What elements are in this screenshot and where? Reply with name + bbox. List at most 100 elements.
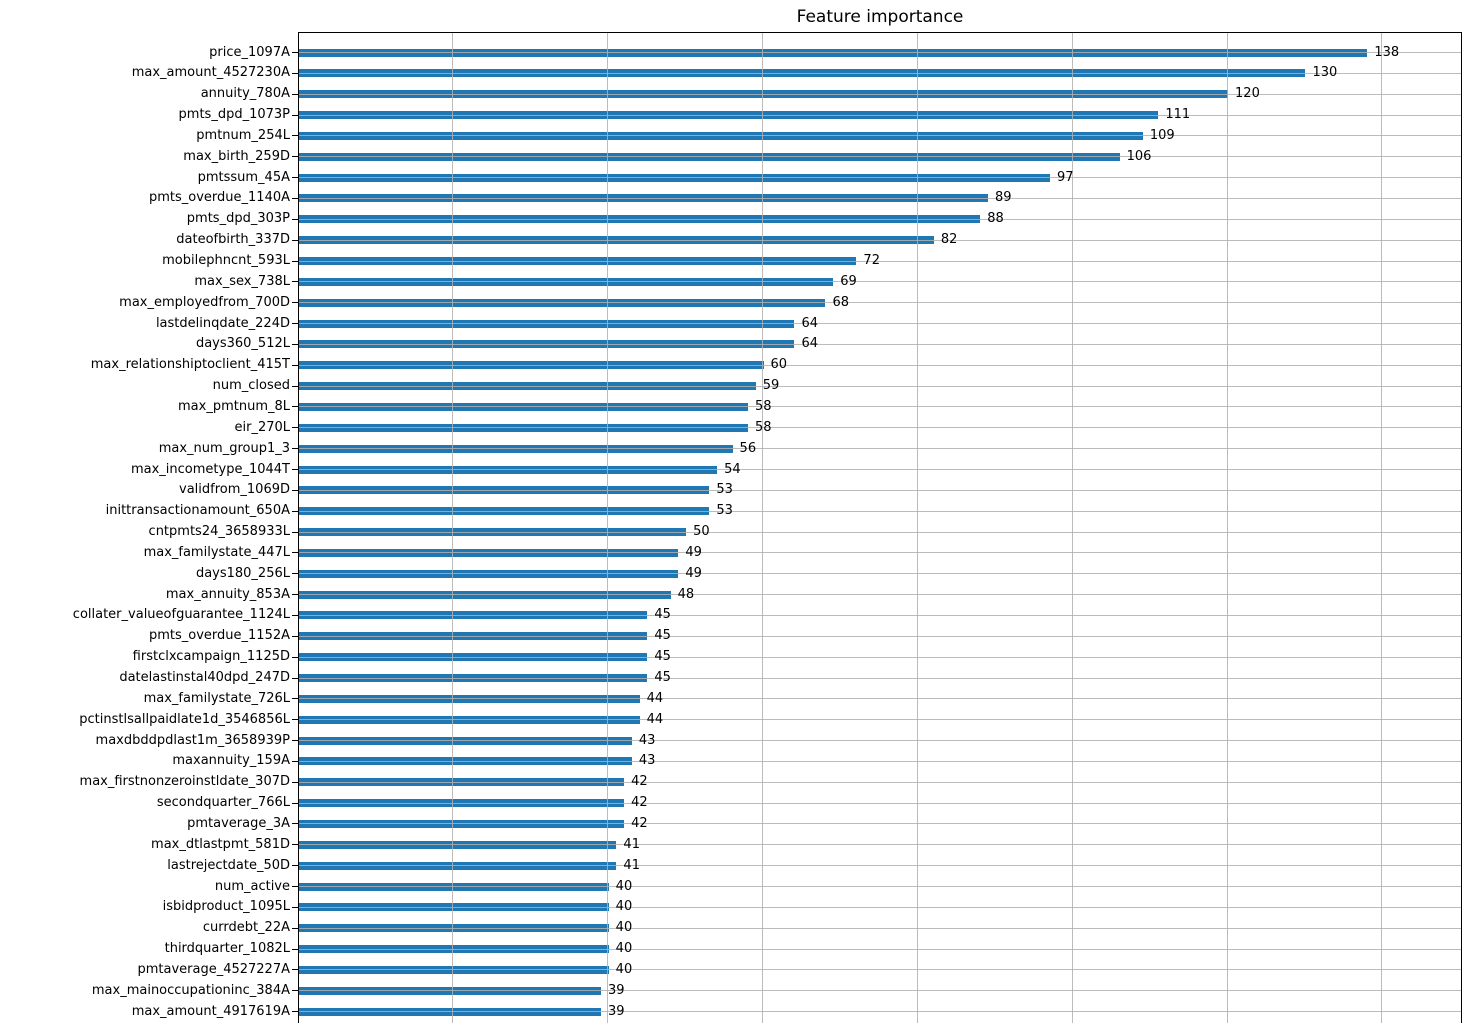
y-axis-label: max_familystate_726L: [143, 690, 290, 706]
y-axis-label: annuity_780A: [200, 86, 290, 102]
y-axis-label: lastdelinqdate_224D: [155, 315, 290, 331]
y-tick: [292, 72, 298, 74]
left-spine: [298, 32, 299, 1023]
bar-value-label: 44: [646, 690, 664, 706]
y-tick: [292, 385, 298, 387]
y-axis-label: inittransactionamount_650A: [105, 503, 290, 519]
y-axis-label: days180_256L: [195, 565, 290, 581]
y-gridline: [298, 906, 1462, 908]
y-gridline: [298, 489, 1462, 491]
y-gridline: [298, 239, 1462, 241]
bar-value-label: 72: [863, 253, 880, 268]
y-gridline: [298, 614, 1462, 616]
y-tick: [292, 93, 298, 95]
y-tick: [292, 948, 298, 950]
bar-value-label: 88: [987, 211, 1004, 227]
y-tick: [292, 510, 298, 512]
y-gridline: [298, 323, 1462, 325]
bar-value-label: 50: [693, 524, 710, 540]
y-axis-label: days360_512L: [195, 336, 290, 352]
y-gridline: [298, 343, 1462, 345]
y-tick: [292, 177, 298, 179]
y-axis-label: max_firstnonzeroinstldate_307D: [79, 774, 290, 790]
y-axis-label: eir_270L: [234, 419, 290, 435]
y-tick: [292, 698, 298, 700]
bar-value-label: 64: [801, 336, 819, 352]
bar-value-label: 44: [646, 711, 664, 727]
y-gridline: [298, 469, 1462, 470]
y-tick: [292, 823, 298, 825]
top-spine: [298, 32, 1462, 33]
y-gridline: [298, 197, 1462, 199]
bar-value-label: 39: [607, 982, 625, 998]
bar-value-label: 130: [1312, 65, 1338, 81]
y-axis-label: max_dtlastpmt_581D: [151, 836, 290, 852]
bar-value-label: 64: [801, 315, 819, 331]
y-tick: [292, 218, 298, 220]
bar-value-label: 43: [638, 753, 656, 769]
y-axis-label: pctinstlsallpaidlate1d_3546856L: [79, 711, 290, 727]
y-tick: [292, 969, 298, 971]
y-tick: [292, 469, 298, 470]
y-tick: [292, 719, 298, 721]
y-tick: [292, 927, 298, 929]
y-tick: [292, 135, 298, 137]
bar-value-label: 56: [739, 440, 757, 456]
y-axis-label: pmtnum_254L: [196, 127, 290, 143]
y-gridline: [298, 698, 1462, 700]
y-tick: [292, 323, 298, 325]
bar-value-label: 40: [615, 920, 633, 936]
y-axis-label: pmtssum_45A: [197, 169, 290, 185]
y-tick: [292, 990, 298, 992]
y-gridline: [298, 448, 1462, 450]
x-gridline: [452, 32, 454, 1023]
y-axis-label: datelastinstal40dpd_247D: [119, 670, 290, 685]
y-gridline: [298, 1011, 1462, 1013]
bar-value-label: 97: [1056, 169, 1074, 185]
y-axis-label: max_amount_4527230A: [131, 65, 290, 81]
y-gridline: [298, 510, 1462, 512]
y-gridline: [298, 135, 1462, 137]
y-tick: [292, 239, 298, 241]
y-tick: [292, 448, 298, 450]
y-gridline: [298, 114, 1462, 116]
y-gridline: [298, 156, 1462, 158]
bar-value-label: 40: [615, 899, 633, 915]
y-gridline: [298, 802, 1462, 804]
y-tick: [292, 52, 298, 53]
y-axis-label: num_active: [214, 878, 290, 894]
y-gridline: [298, 656, 1462, 658]
y-axis-label: pmtaverage_4527227A: [137, 961, 290, 977]
y-axis-label: secondquarter_766L: [156, 795, 290, 811]
y-gridline: [298, 865, 1462, 867]
y-tick: [292, 781, 298, 783]
y-gridline: [298, 93, 1462, 95]
y-tick: [292, 427, 298, 429]
x-gridline: [916, 32, 918, 1023]
y-tick: [292, 906, 298, 908]
chart-title: Feature importance: [796, 7, 964, 27]
bar-value-label: 39: [607, 1003, 625, 1019]
bar-value-label: 109: [1149, 127, 1175, 143]
bar-value-label: 40: [615, 941, 633, 957]
y-gridline: [298, 844, 1462, 846]
y-tick: [292, 281, 298, 283]
y-gridline: [298, 719, 1462, 721]
y-axis-label: max_relationshiptoclient_415T: [90, 357, 290, 373]
y-axis-label: price_1097A: [209, 44, 290, 60]
y-tick: [292, 656, 298, 658]
y-gridline: [298, 406, 1462, 408]
y-axis-label: max_mainoccupationinc_384A: [91, 982, 290, 998]
y-axis-label: maxannuity_159A: [172, 753, 290, 769]
x-gridline: [1381, 32, 1383, 1023]
x-gridline: [1071, 32, 1073, 1023]
y-tick: [292, 302, 298, 304]
bar-value-label: 42: [631, 774, 648, 790]
bar-value-label: 53: [716, 482, 733, 498]
y-gridline: [298, 72, 1462, 74]
y-axis-label: validfrom_1069D: [179, 482, 290, 498]
y-tick: [292, 260, 298, 262]
bar-value-label: 89: [995, 190, 1012, 206]
y-tick: [292, 197, 298, 199]
y-gridline: [298, 573, 1462, 575]
